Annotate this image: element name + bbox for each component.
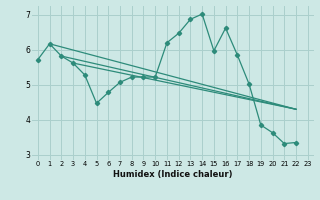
X-axis label: Humidex (Indice chaleur): Humidex (Indice chaleur) <box>113 170 233 179</box>
